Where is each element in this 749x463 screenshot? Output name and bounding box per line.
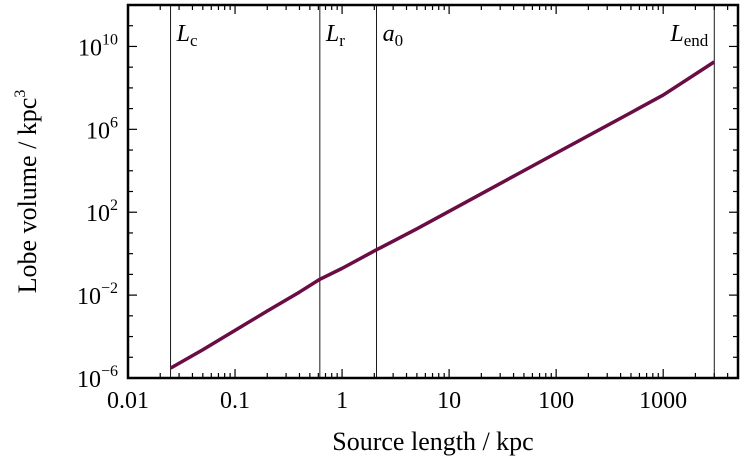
marker-subscript: 0 xyxy=(395,31,404,50)
y-tick-label: 1010 xyxy=(78,31,118,61)
ticks-layer xyxy=(127,4,739,379)
x-tick-label: 1000 xyxy=(639,388,687,414)
y-tick-base: 10 xyxy=(77,367,101,393)
y-tick-base: 10 xyxy=(86,118,110,144)
series-layer xyxy=(169,60,716,370)
y-tick-label: 10−6 xyxy=(77,363,118,393)
marker-label-lc: Lc xyxy=(176,21,198,50)
y-tick-exponent: −2 xyxy=(101,280,118,297)
marker-symbol: a xyxy=(383,21,395,47)
marker-symbol: L xyxy=(176,21,190,47)
marker-label-a0: a0 xyxy=(383,21,404,50)
marker-subscript: c xyxy=(190,31,198,50)
marker-label-lr: Lr xyxy=(325,21,345,50)
marker-subscript: r xyxy=(339,31,345,50)
y-tick-label: 106 xyxy=(86,114,118,144)
x-tick-label: 10 xyxy=(437,388,461,414)
y-tick-exponent: 10 xyxy=(102,31,118,48)
marker-subscript: end xyxy=(684,31,709,50)
y-tick-label: 102 xyxy=(86,197,118,227)
y-tick-base: 10 xyxy=(78,35,102,61)
y-tick-label: 10−2 xyxy=(77,280,118,310)
y-tick-base: 10 xyxy=(77,284,101,310)
plot-frame xyxy=(126,3,740,380)
x-tick-label: 0.01 xyxy=(107,388,149,414)
y-tick-base: 10 xyxy=(86,201,110,227)
x-axis-title: Source length / kpc xyxy=(332,427,533,456)
y-axis-title-main: Lobe volume / kpc xyxy=(13,98,42,294)
series-line-0 xyxy=(169,60,716,370)
y-axis-title: Lobe volume / kpc3 xyxy=(12,90,42,294)
y-tick-exponent: 6 xyxy=(110,114,118,131)
x-tick-label: 0.1 xyxy=(220,388,250,414)
marker-symbol: L xyxy=(325,21,339,47)
x-tick-label: 1 xyxy=(336,388,348,414)
marker-label-lend: Lend xyxy=(669,21,708,50)
marker-symbol: L xyxy=(669,21,683,47)
marker-lines xyxy=(170,5,715,378)
x-tick-label: 100 xyxy=(538,388,574,414)
y-tick-exponent: 2 xyxy=(110,197,118,214)
y-axis-title-sup: 3 xyxy=(12,90,29,98)
y-tick-exponent: −6 xyxy=(101,363,118,380)
